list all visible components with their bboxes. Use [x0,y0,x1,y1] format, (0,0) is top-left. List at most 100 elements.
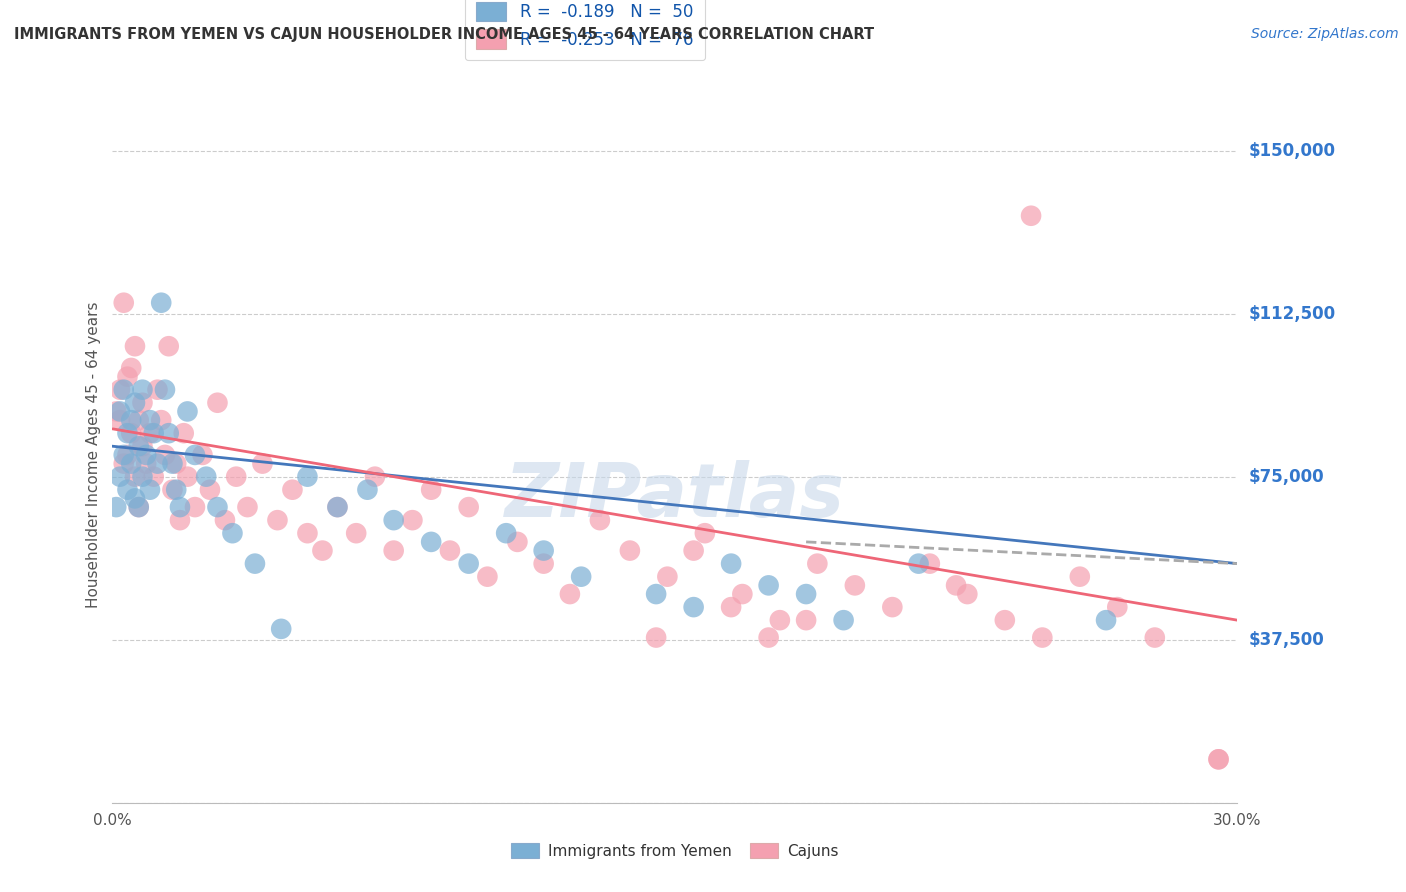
Point [162,483,184,497]
Point [105,404,128,418]
Point [108,404,131,418]
Point [956,587,979,601]
Point [832,613,855,627]
Point [131,439,153,453]
Point [1031,631,1053,645]
Point [128,413,150,427]
Point [153,383,176,397]
Point [108,413,131,427]
Point [117,448,139,462]
Point [252,457,274,471]
Point [128,439,150,453]
Point [994,613,1017,627]
Point [882,600,904,615]
Point [131,383,153,397]
Point [207,500,229,514]
Point [619,543,641,558]
Point [105,500,128,514]
Point [112,457,135,471]
Point [207,395,229,409]
Point [165,483,187,497]
Point [195,469,218,483]
Point [589,513,612,527]
Point [124,395,146,409]
Point [135,448,157,462]
Point [769,613,792,627]
Point [112,295,135,310]
Point [108,383,131,397]
Point [794,587,817,601]
Point [173,426,195,441]
Point [157,339,180,353]
Point [150,295,173,310]
Point [401,513,423,527]
Point [645,587,668,601]
Point [131,395,153,409]
Point [297,526,319,541]
Point [120,457,142,471]
Point [558,587,581,601]
Point [344,526,367,541]
Point [533,557,555,571]
Point [1069,570,1091,584]
Point [162,457,184,471]
Point [124,469,146,483]
Point [198,483,221,497]
Point [176,469,198,483]
Point [420,483,443,497]
Point [169,513,191,527]
Text: $150,000: $150,000 [1249,142,1336,160]
Point [270,622,292,636]
Text: Source: ZipAtlas.com: Source: ZipAtlas.com [1251,27,1399,41]
Point [731,587,754,601]
Point [311,543,333,558]
Point [146,457,169,471]
Point [720,557,742,571]
Point [112,448,135,462]
Point [112,383,135,397]
Point [139,483,162,497]
Text: $112,500: $112,500 [1249,304,1336,323]
Point [1143,631,1166,645]
Point [169,500,191,514]
Legend: Immigrants from Yemen, Cajuns: Immigrants from Yemen, Cajuns [505,837,845,864]
Point [120,413,142,427]
Point [176,404,198,418]
Text: ZIPatlas: ZIPatlas [505,460,845,533]
Point [191,448,214,462]
Point [131,469,153,483]
Point [806,557,828,571]
Point [214,513,236,527]
Point [356,483,378,497]
Point [907,557,929,571]
Point [139,413,162,427]
Point [184,448,207,462]
Point [117,483,139,497]
Point [918,557,941,571]
Point [1095,613,1118,627]
Point [326,500,349,514]
Point [153,448,176,462]
Point [146,383,169,397]
Point [120,426,142,441]
Point [243,557,266,571]
Point [420,534,443,549]
Point [266,513,288,527]
Point [720,600,742,615]
Point [297,469,319,483]
Point [382,543,405,558]
Point [945,578,967,592]
Point [645,631,668,645]
Point [128,500,150,514]
Text: $37,500: $37,500 [1249,631,1324,648]
Point [657,570,679,584]
Point [124,491,146,506]
Point [1019,209,1042,223]
Point [142,426,165,441]
Point [1107,600,1129,615]
Point [439,543,461,558]
Point [108,469,131,483]
Point [533,543,555,558]
Point [495,526,517,541]
Point [682,543,704,558]
